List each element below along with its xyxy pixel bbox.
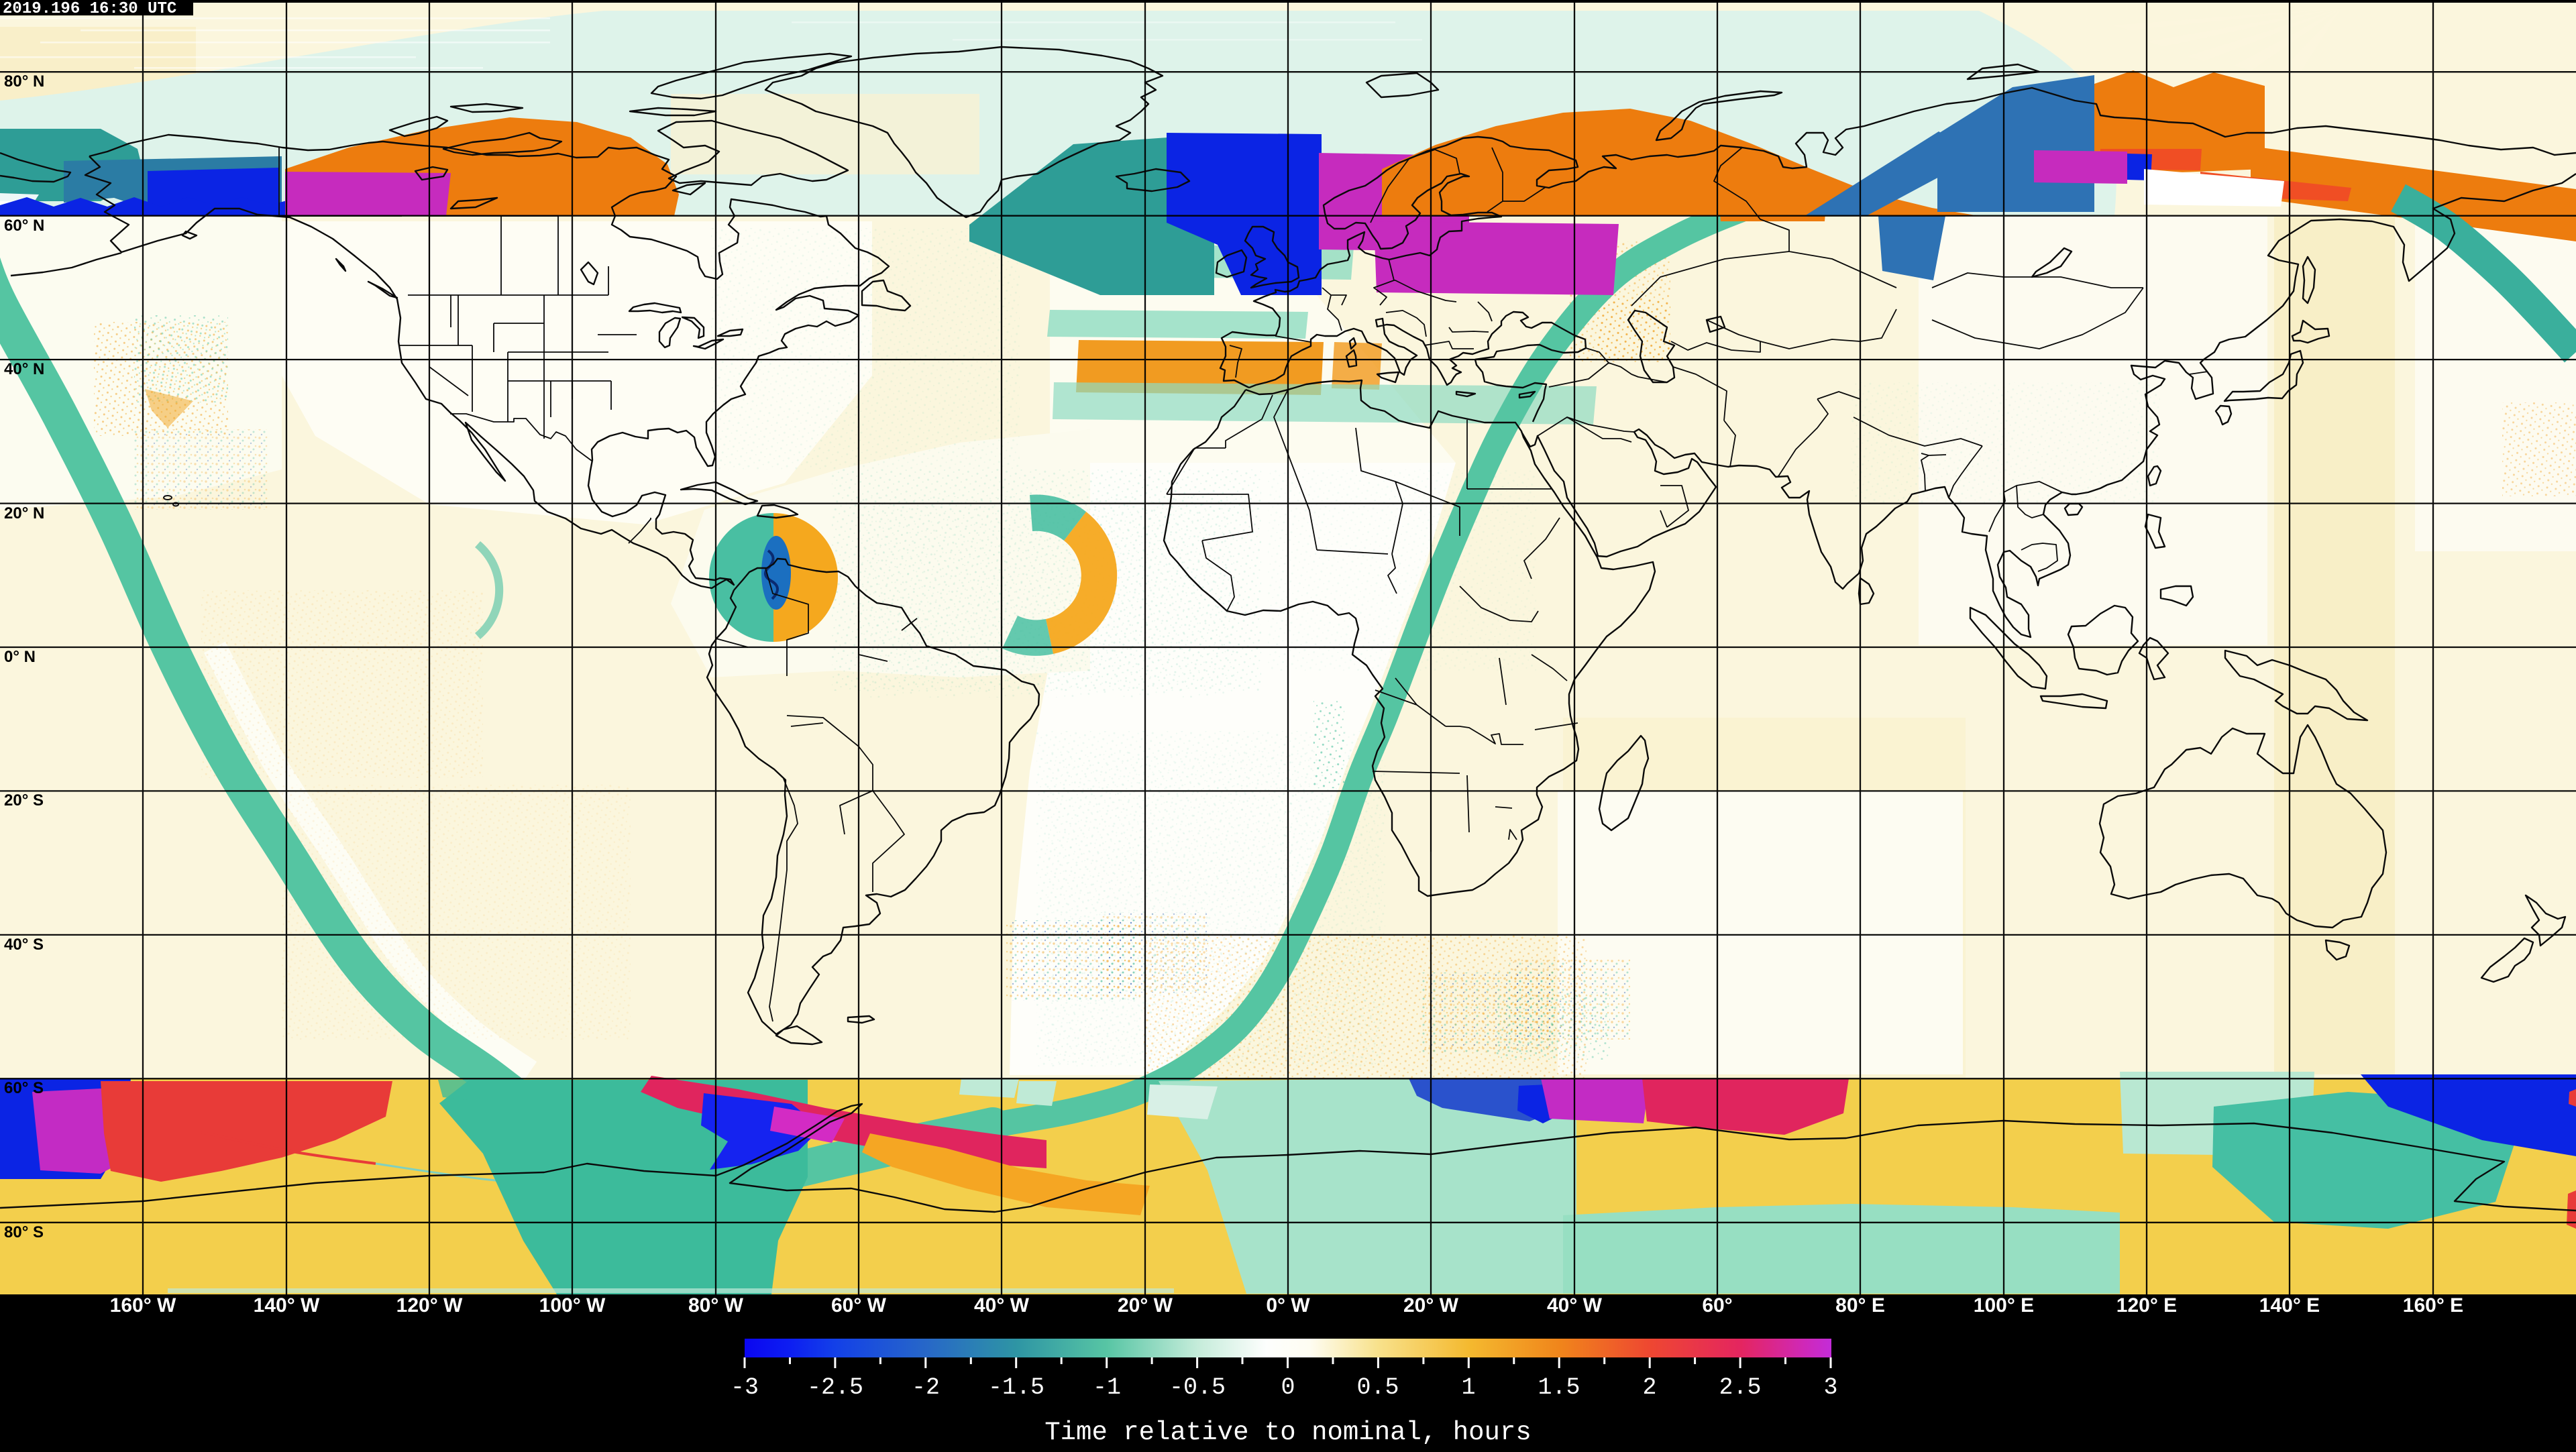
svg-text:2.5: 2.5 (1719, 1374, 1761, 1401)
svg-text:60°: 60° (1702, 1294, 1732, 1317)
svg-text:-3: -3 (731, 1374, 759, 1401)
svg-text:100° E: 100° E (1974, 1294, 2034, 1317)
svg-text:0.5: 0.5 (1356, 1374, 1399, 1401)
svg-text:Time relative to nominal, hour: Time relative to nominal, hours (1044, 1418, 1532, 1447)
svg-text:20° N: 20° N (4, 504, 44, 522)
svg-text:1: 1 (1461, 1374, 1475, 1401)
svg-text:-2.5: -2.5 (807, 1374, 863, 1401)
svg-text:20° S: 20° S (4, 791, 44, 809)
svg-text:40° W: 40° W (1547, 1294, 1603, 1317)
svg-text:2: 2 (1642, 1374, 1656, 1401)
svg-text:60° W: 60° W (831, 1294, 887, 1317)
svg-text:80° W: 80° W (688, 1294, 744, 1317)
svg-text:0° N: 0° N (4, 648, 36, 666)
svg-text:160° W: 160° W (110, 1294, 176, 1317)
svg-text:80° S: 80° S (4, 1223, 44, 1241)
svg-text:40° W: 40° W (974, 1294, 1030, 1317)
svg-text:160° E: 160° E (2403, 1294, 2463, 1317)
svg-text:1.5: 1.5 (1538, 1374, 1580, 1401)
svg-text:120° E: 120° E (2116, 1294, 2177, 1317)
svg-text:60° S: 60° S (4, 1079, 44, 1097)
svg-text:20° W: 20° W (1118, 1294, 1173, 1317)
svg-text:80° N: 80° N (4, 72, 44, 91)
svg-text:-2: -2 (912, 1374, 940, 1401)
svg-text:40° N: 40° N (4, 360, 44, 378)
svg-text:0° W: 0° W (1266, 1294, 1310, 1317)
svg-text:-1: -1 (1093, 1374, 1121, 1401)
svg-text:140° E: 140° E (2259, 1294, 2320, 1317)
svg-text:40° S: 40° S (4, 936, 44, 954)
svg-text:3: 3 (1823, 1374, 1837, 1401)
svg-text:60° N: 60° N (4, 217, 44, 235)
svg-text:20° W: 20° W (1403, 1294, 1459, 1317)
svg-text:0: 0 (1281, 1374, 1295, 1401)
svg-text:140° W: 140° W (254, 1294, 320, 1317)
svg-text:120° W: 120° W (396, 1294, 463, 1317)
svg-text:-1.5: -1.5 (988, 1374, 1044, 1401)
svg-text:2019.196 16:30 UTC: 2019.196 16:30 UTC (3, 0, 176, 18)
svg-text:80° E: 80° E (1835, 1294, 1885, 1317)
svg-text:-0.5: -0.5 (1169, 1374, 1226, 1401)
svg-text:100° W: 100° W (539, 1294, 606, 1317)
